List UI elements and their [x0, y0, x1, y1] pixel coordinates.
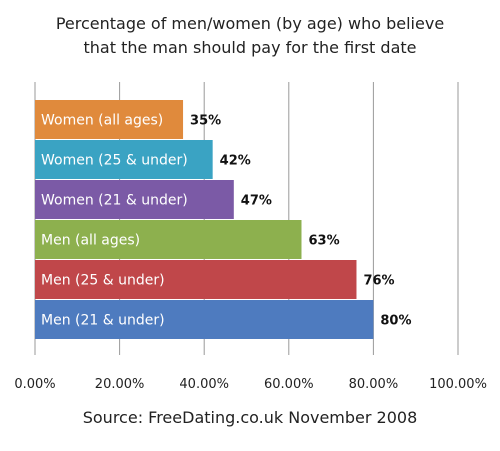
chart-title: Percentage of men/women (by age) who bel…: [55, 14, 445, 33]
bar-value-label: 76%: [363, 274, 394, 289]
x-tick-label: 100.00%: [429, 377, 487, 392]
bar-value-label: 63%: [308, 234, 339, 249]
x-tick-label: 40.00%: [179, 377, 229, 392]
chart-subtitle: that the man should pay for the first da…: [83, 38, 417, 57]
bar: [35, 220, 302, 259]
bar-category-label: Men (25 & under): [41, 273, 165, 289]
x-tick-label: 80.00%: [349, 377, 399, 392]
bar-category-label: Men (all ages): [41, 233, 140, 249]
bar-category-label: Women (21 & under): [41, 193, 188, 209]
bar-value-label: 80%: [380, 314, 411, 329]
bar: [35, 300, 374, 339]
bar-value-label: 35%: [190, 114, 221, 129]
bar-value-label: 47%: [241, 194, 272, 209]
bar-category-label: Women (25 & under): [41, 153, 188, 169]
bar: [35, 100, 184, 139]
x-tick-label: 60.00%: [264, 377, 314, 392]
x-tick-label: 0.00%: [14, 377, 55, 392]
bar: [35, 260, 357, 299]
x-tick-label: 20.00%: [95, 377, 145, 392]
bar-category-label: Women (all ages): [41, 113, 163, 129]
chart-source: Source: FreeDating.co.uk November 2008: [82, 408, 418, 427]
bar-value-label: 42%: [220, 154, 251, 169]
bar: [35, 180, 234, 219]
bar: [35, 140, 213, 179]
bar-category-label: Men (21 & under): [41, 313, 165, 329]
